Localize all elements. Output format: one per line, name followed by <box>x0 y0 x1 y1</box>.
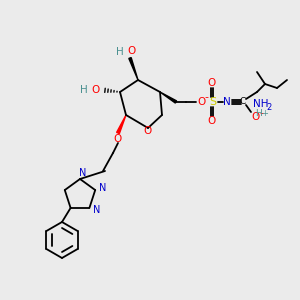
Text: 2: 2 <box>266 103 272 112</box>
Text: O: O <box>92 85 100 95</box>
Text: O: O <box>251 112 259 122</box>
Text: C: C <box>240 98 246 106</box>
Text: NH: NH <box>253 99 269 109</box>
Text: O: O <box>197 97 205 107</box>
Text: O: O <box>208 116 216 126</box>
Text: O: O <box>127 46 135 56</box>
Text: O: O <box>144 126 152 136</box>
Text: N: N <box>93 205 100 215</box>
Text: H: H <box>116 47 124 57</box>
Text: O: O <box>114 134 122 144</box>
Text: -: - <box>204 92 208 102</box>
Text: H: H <box>256 110 262 118</box>
Text: +: + <box>262 110 268 118</box>
Polygon shape <box>117 115 126 134</box>
Polygon shape <box>160 92 177 103</box>
Text: S: S <box>209 97 217 107</box>
Text: -: - <box>259 108 263 118</box>
Text: N: N <box>79 168 87 178</box>
Text: H: H <box>80 85 88 95</box>
Text: N: N <box>98 183 106 193</box>
Polygon shape <box>129 58 138 80</box>
Text: O: O <box>208 78 216 88</box>
Text: N: N <box>223 97 231 107</box>
